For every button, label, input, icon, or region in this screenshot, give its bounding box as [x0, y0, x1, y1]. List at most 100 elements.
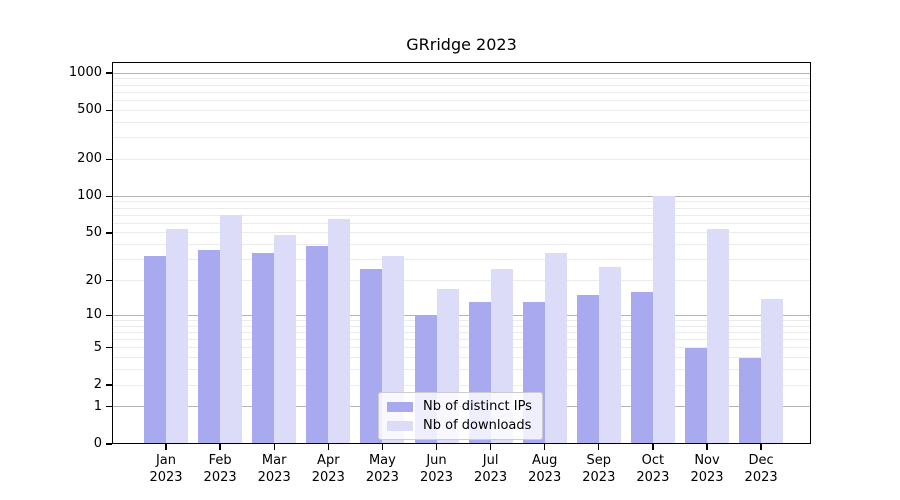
- gridline-minor: [112, 384, 811, 386]
- bar-nb-of-downloads-nov-2023: [707, 228, 729, 444]
- gridline-minor: [112, 78, 811, 80]
- y-tick-mark: [106, 72, 112, 74]
- y-tick-mark: [106, 384, 112, 386]
- y-tick-label: 50: [85, 224, 102, 240]
- legend-item-downloads: Nb of downloads: [387, 416, 532, 435]
- y-tick-label: 20: [85, 272, 102, 288]
- gridline-minor: [112, 339, 811, 341]
- y-tick-label: 200: [77, 151, 102, 167]
- y-tick-label: 1000: [68, 65, 102, 81]
- gridline-minor: [112, 158, 811, 160]
- gridline-minor: [112, 347, 811, 349]
- x-tick-label-aug: Aug 2023: [528, 453, 562, 485]
- y-tick-mark: [106, 158, 112, 160]
- gridline-minor: [112, 84, 811, 86]
- x-tick-mark: [706, 444, 708, 450]
- bar-nb-of-downloads-mar-2023: [274, 235, 297, 444]
- y-tick-mark: [106, 109, 112, 111]
- y-tick-mark: [106, 443, 112, 445]
- x-tick-label-jul: Jul 2023: [474, 453, 508, 485]
- gridline-minor: [112, 91, 811, 93]
- bar-nb-of-distinct-ips-jan-2023: [144, 256, 166, 444]
- gridline-minor: [112, 100, 811, 102]
- bar-nb-of-distinct-ips-nov-2023: [685, 347, 707, 444]
- bar-nb-of-downloads-sep-2023: [598, 267, 621, 444]
- gridline-minor: [112, 232, 811, 234]
- x-tick-mark: [381, 444, 384, 450]
- gridline-major: [112, 72, 811, 74]
- bar-nb-of-distinct-ips-feb-2023: [198, 250, 221, 444]
- x-tick-mark: [165, 444, 167, 450]
- gridline-minor: [112, 369, 811, 371]
- x-tick-mark: [760, 444, 762, 450]
- bar-nb-of-distinct-ips-apr-2023: [306, 245, 329, 444]
- bar-nb-of-distinct-ips-mar-2023: [252, 253, 275, 444]
- x-tick-mark: [598, 444, 600, 450]
- gridline-minor: [112, 109, 811, 111]
- bar-nb-of-distinct-ips-may-2023: [360, 269, 383, 444]
- y-tick-label: 500: [77, 102, 102, 118]
- y-tick-mark: [106, 406, 112, 408]
- gridline-minor: [112, 280, 811, 282]
- x-tick-mark: [435, 444, 438, 450]
- y-tick-mark: [106, 279, 112, 282]
- y-tick-label: 1: [93, 398, 102, 414]
- y-tick-label: 5: [93, 339, 102, 355]
- y-tick-mark: [106, 232, 112, 234]
- x-tick-mark: [327, 444, 329, 450]
- y-tick-label: 0: [93, 436, 102, 451]
- y-tick-mark: [106, 347, 112, 349]
- gridline-minor: [112, 259, 811, 261]
- x-tick-label-apr: Apr 2023: [311, 453, 345, 485]
- y-tick-mark: [106, 195, 112, 197]
- bar-nb-of-distinct-ips-dec-2023: [739, 357, 762, 444]
- x-tick-mark: [489, 444, 492, 450]
- x-tick-label-sep: Sep 2023: [582, 453, 616, 485]
- bar-nb-of-distinct-ips-sep-2023: [576, 295, 599, 444]
- plot-area: [112, 62, 811, 444]
- legend-item-distinct-ips: Nb of distinct IPs: [387, 397, 532, 416]
- bar-nb-of-downloads-apr-2023: [328, 219, 351, 444]
- bar-nb-of-distinct-ips-oct-2023: [630, 291, 653, 444]
- gridline-minor: [112, 222, 811, 224]
- x-tick-label-feb: Feb 2023: [203, 453, 237, 485]
- gridline-minor: [112, 319, 811, 321]
- bar-nb-of-downloads-oct-2023: [652, 196, 675, 444]
- gridline-minor: [112, 357, 811, 359]
- legend-swatch-downloads-icon: [387, 420, 413, 431]
- gridline-minor: [112, 325, 811, 327]
- x-tick-mark: [544, 444, 546, 450]
- x-tick-label-jan: Jan 2023: [149, 453, 183, 485]
- bar-nb-of-downloads-jan-2023: [166, 228, 188, 444]
- gridline-major: [112, 195, 811, 197]
- gridline-minor: [112, 214, 811, 216]
- bar-nb-of-downloads-feb-2023: [220, 215, 243, 444]
- x-tick-mark: [219, 444, 221, 450]
- legend-label-downloads: Nb of downloads: [423, 418, 532, 433]
- legend-swatch-distinct-ips-icon: [387, 401, 413, 412]
- x-tick-label-may: May 2023: [365, 453, 399, 485]
- y-tick-label: 2: [93, 377, 102, 393]
- x-tick-label-nov: Nov 2023: [690, 453, 724, 485]
- gridline-minor: [112, 244, 811, 246]
- x-tick-mark: [273, 444, 275, 450]
- bar-nb-of-downloads-dec-2023: [761, 298, 784, 444]
- gridline-minor: [112, 331, 811, 333]
- x-tick-label-oct: Oct 2023: [636, 453, 670, 485]
- gridline-minor: [112, 201, 811, 203]
- y-tick-label: 100: [77, 188, 102, 204]
- x-tick-label-dec: Dec 2023: [744, 453, 778, 485]
- gridline-minor: [112, 137, 811, 139]
- x-tick-label-mar: Mar 2023: [257, 453, 291, 485]
- bar-nb-of-downloads-aug-2023: [544, 253, 567, 444]
- x-tick-mark: [652, 444, 654, 450]
- y-tick-label: 10: [85, 307, 102, 323]
- gridline-major: [112, 314, 811, 316]
- x-tick-label-jun: Jun 2023: [419, 453, 454, 485]
- gridline-minor: [112, 121, 811, 123]
- legend-label-distinct-ips: Nb of distinct IPs: [423, 399, 532, 414]
- legend: Nb of distinct IPs Nb of downloads: [378, 392, 543, 440]
- chart-title: GRridge 2023: [406, 35, 517, 54]
- gridline-minor: [112, 207, 811, 209]
